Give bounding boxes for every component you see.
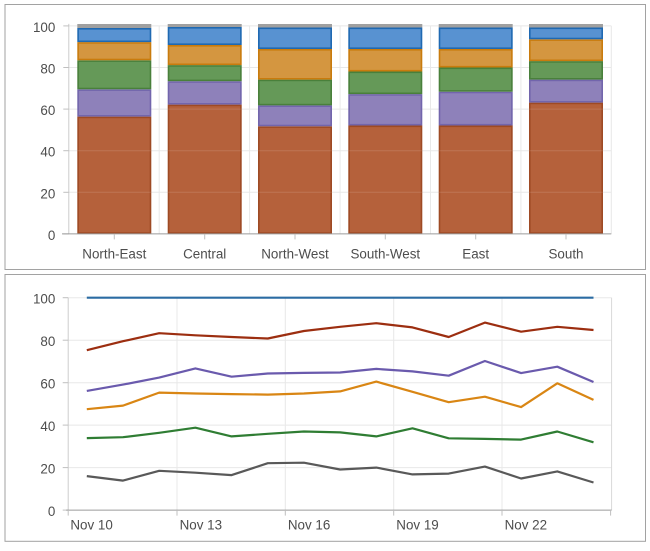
svg-text:80: 80 xyxy=(40,334,55,349)
svg-text:20: 20 xyxy=(40,462,55,477)
svg-text:40: 40 xyxy=(40,145,55,160)
svg-text:South-West: South-West xyxy=(350,247,420,262)
svg-text:40: 40 xyxy=(40,419,55,434)
svg-text:Nov 22: Nov 22 xyxy=(505,517,547,532)
svg-text:South: South xyxy=(549,247,584,262)
svg-text:60: 60 xyxy=(40,103,55,118)
svg-text:Nov 19: Nov 19 xyxy=(396,517,438,532)
svg-text:North-West: North-West xyxy=(261,247,329,262)
svg-text:0: 0 xyxy=(48,504,55,519)
svg-text:80: 80 xyxy=(40,62,55,77)
svg-text:Nov 10: Nov 10 xyxy=(70,517,112,532)
svg-text:100: 100 xyxy=(33,20,55,35)
svg-text:100: 100 xyxy=(33,292,55,307)
svg-text:Nov 13: Nov 13 xyxy=(180,517,222,532)
svg-text:0: 0 xyxy=(48,228,55,243)
svg-text:East: East xyxy=(462,247,489,262)
svg-text:60: 60 xyxy=(40,377,55,392)
svg-text:20: 20 xyxy=(40,186,55,201)
svg-text:North-East: North-East xyxy=(82,247,146,262)
svg-text:Central: Central xyxy=(183,247,226,262)
svg-text:Nov 16: Nov 16 xyxy=(288,517,330,532)
